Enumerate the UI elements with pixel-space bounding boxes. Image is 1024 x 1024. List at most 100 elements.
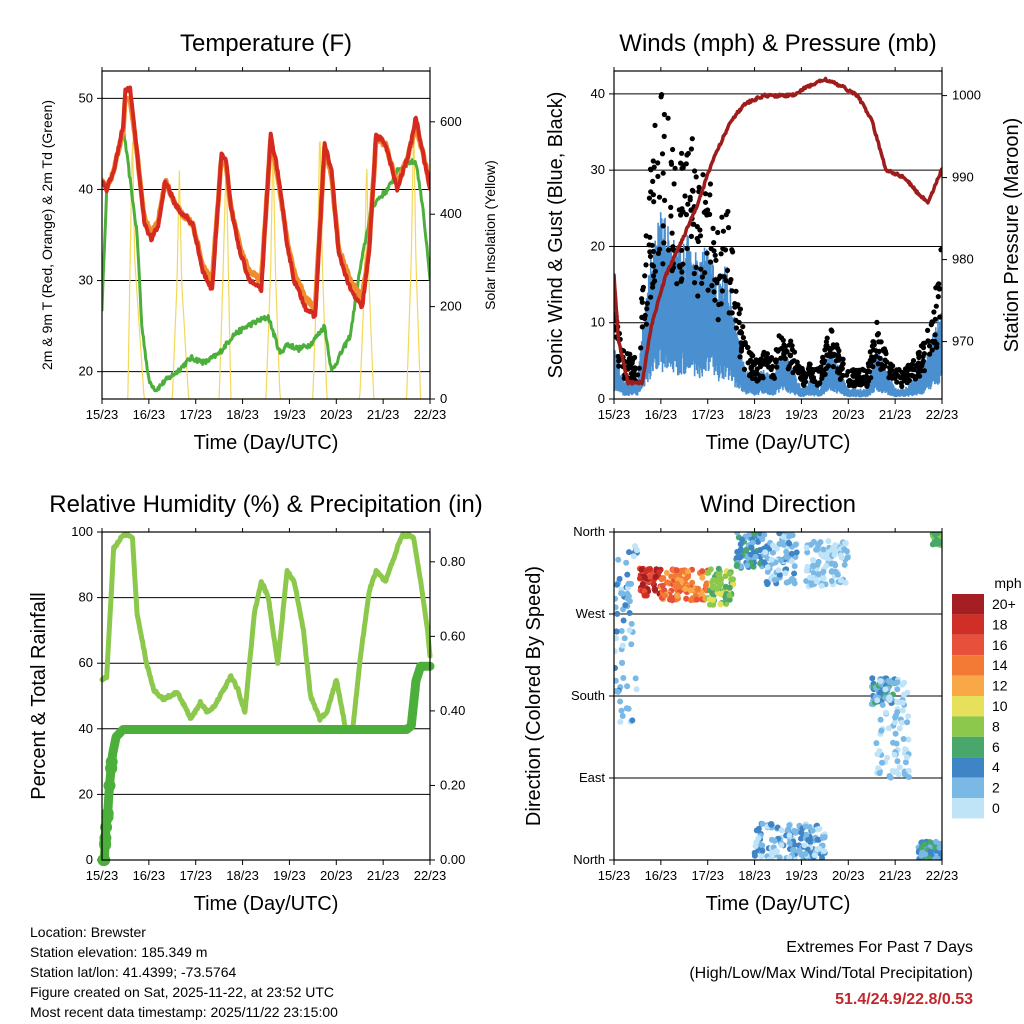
x-tick-label: 21/23	[879, 868, 912, 883]
gust-point	[659, 92, 665, 98]
gust-point	[823, 339, 830, 345]
gust-point	[666, 247, 672, 253]
gust-point	[643, 262, 649, 268]
gust-point	[750, 371, 757, 377]
gust-point	[769, 363, 776, 370]
gust-point	[868, 375, 874, 381]
gust-point	[860, 381, 866, 387]
direction-point	[623, 559, 630, 566]
direction-point	[694, 586, 701, 593]
direction-point	[638, 566, 645, 573]
legend-label: 20+	[992, 596, 1016, 612]
station-latlon: Station lat/lon: 41.4399; -73.5764	[30, 964, 237, 980]
gust-point	[929, 319, 935, 325]
gust-point	[642, 312, 648, 319]
direction-point	[874, 697, 881, 704]
direction-point	[778, 827, 785, 834]
direction-point	[623, 705, 630, 712]
gust-point	[668, 213, 674, 219]
gust-point	[875, 361, 881, 367]
direction-point	[921, 841, 928, 848]
direction-point	[742, 547, 749, 554]
gust-point	[801, 378, 808, 384]
gust-point	[712, 252, 718, 258]
direction-point	[819, 855, 826, 860]
direction-point	[628, 620, 635, 627]
gust-point	[678, 160, 684, 166]
direction-point	[786, 822, 793, 829]
direction-point	[674, 592, 681, 599]
direction-point	[705, 569, 712, 576]
direction-point	[791, 563, 798, 570]
direction-point	[766, 856, 773, 860]
gust-point	[789, 359, 795, 365]
direction-point	[775, 567, 782, 574]
direction-point	[837, 552, 844, 559]
gust-point	[711, 240, 717, 246]
gust-point	[753, 358, 759, 364]
gust-point	[908, 362, 914, 368]
gust-point	[733, 288, 739, 294]
gust-point	[657, 246, 663, 252]
gust-point	[642, 273, 648, 279]
direction-point	[625, 580, 632, 587]
gust-point	[845, 369, 851, 375]
gust-point	[704, 212, 710, 218]
direction-point	[810, 538, 817, 545]
gust-point	[819, 359, 825, 365]
gust-point	[760, 352, 766, 358]
direction-point	[615, 556, 622, 563]
gust-point	[782, 356, 788, 362]
gust-point	[736, 311, 742, 317]
direction-point	[795, 847, 802, 854]
precipitation-point	[105, 762, 118, 775]
gust-point	[661, 111, 668, 118]
direction-point	[776, 571, 783, 578]
gust-point	[803, 371, 809, 377]
direction-point	[766, 545, 773, 552]
direction-point	[771, 837, 778, 844]
winds-pressure-panel: 0 10 20 30 40 15/23 16/23 17/23 18/23 19/23 20/23 2…	[545, 30, 1023, 454]
gust-point	[707, 259, 714, 265]
x-tick-label: 17/23	[179, 868, 212, 883]
gust-point	[878, 366, 884, 372]
direction-point	[617, 718, 624, 725]
direction-point	[808, 581, 815, 588]
direction-point	[618, 707, 625, 714]
gust-point	[676, 207, 682, 213]
direction-point	[717, 601, 724, 608]
x-tick-label: 19/23	[273, 868, 306, 883]
direction-point	[641, 574, 648, 581]
x-tick-label: 18/23	[226, 868, 259, 883]
y-right-tick-label: 0	[440, 391, 447, 406]
extremes-title: Extremes For Past 7 Days	[786, 939, 973, 956]
gust-point	[639, 296, 645, 302]
direction-point	[748, 544, 755, 551]
gust-point	[643, 321, 650, 327]
direction-point	[618, 590, 625, 597]
direction-point	[628, 641, 635, 648]
direction-point	[894, 758, 901, 765]
x-tick-label: 16/23	[645, 407, 678, 422]
direction-point	[904, 719, 911, 726]
gust-point	[888, 361, 894, 367]
gust-point	[690, 221, 696, 227]
station-info: Location: Brewster Station elevation: 18…	[30, 922, 338, 1022]
direction-point	[841, 561, 848, 568]
direction-point	[934, 532, 941, 536]
gust-point	[696, 184, 702, 190]
direction-point	[689, 579, 696, 586]
direction-point	[620, 617, 627, 624]
direction-point	[688, 597, 694, 604]
direction-point	[744, 562, 751, 569]
gust-point	[660, 261, 666, 267]
direction-point	[814, 846, 821, 853]
gust-point	[763, 360, 769, 367]
gust-point	[650, 273, 657, 279]
gust-point	[689, 136, 695, 142]
direction-point	[664, 579, 670, 586]
direction-point	[630, 553, 637, 560]
direction-point	[632, 675, 639, 682]
gust-point	[724, 267, 731, 273]
